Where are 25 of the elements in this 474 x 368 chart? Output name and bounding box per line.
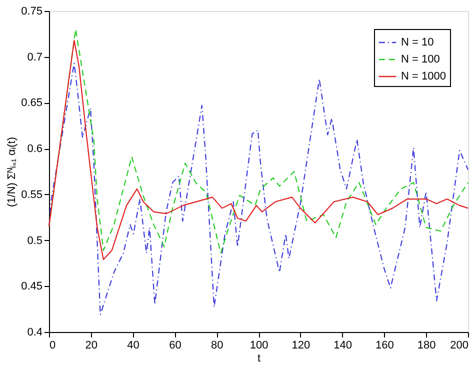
x-tick-label: 120	[292, 340, 310, 352]
y-tick-label: 0.45	[21, 280, 42, 293]
legend-label: N = 100	[401, 54, 440, 66]
line-series	[48, 62, 469, 316]
legend-label: N = 10	[401, 36, 434, 48]
y-axis-title: (1/N) Σᴺᵢ₌₁ αᵢ(t)	[6, 137, 18, 207]
y-tick-label: 0.55	[21, 188, 42, 201]
y-tick-label: 0.7	[27, 51, 42, 64]
x-tick-label: 80	[210, 340, 224, 352]
x-tick-label: 160	[376, 340, 394, 352]
x-tick-label: 200	[450, 340, 468, 352]
y-tick-label: 0.75	[21, 6, 42, 18]
y-tick-label: 0.65	[21, 97, 42, 110]
x-tick-label: 20	[85, 340, 98, 352]
x-tick-label: 40	[127, 340, 140, 352]
x-tick-label: 60	[169, 340, 182, 352]
x-axis-title: t	[257, 352, 261, 364]
y-tick-label: 0.4	[27, 326, 42, 338]
legend-label: N = 1000	[401, 70, 446, 82]
y-tick-label: 0.5	[27, 234, 42, 247]
x-tick-label: 0	[50, 340, 56, 352]
x-tick-label: 100	[250, 340, 268, 352]
x-tick-label: 180	[417, 340, 436, 352]
x-tick-label: 140	[334, 340, 352, 352]
y-tick-label: 0.6	[27, 143, 42, 156]
